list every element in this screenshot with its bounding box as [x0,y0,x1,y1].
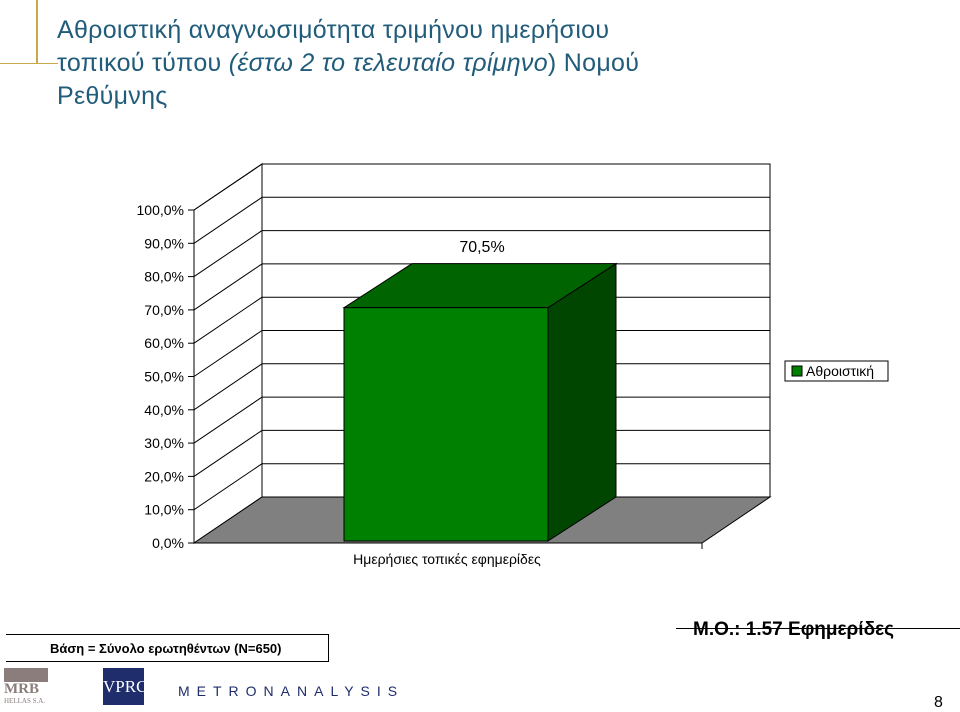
mrb-logo-subtext: HELLAS S.A. [4,697,46,705]
title-line-2b: (έστω 2 το τελευταίο τρίμηνο [228,49,548,77]
x-category-label: Ημερήσιες τοπικές εφημερίδες [353,551,541,567]
mrb-logo: MRB HELLAS S.A. [4,668,48,706]
mrb-logo-bar [4,668,48,682]
y-tick-label: 0,0% [152,535,184,551]
title-line-2a: τοπικού τύπου [57,49,229,77]
y-tick-label: 80,0% [144,269,184,285]
legend-swatch [791,365,803,377]
gridline-side [193,463,263,511]
y-tick-label: 100,0% [137,202,184,218]
title-line-1: Αθροιστική αναγνωσιμότητα τριμήνου ημερή… [57,16,610,44]
gridline-side [193,429,263,477]
y-tick-label: 30,0% [144,435,184,451]
slide-title: Αθροιστική αναγνωσιμότητα τριμήνου ημερή… [57,14,937,113]
bar-front [343,307,549,542]
mean-value: Μ.Ο.: 1.57 Εφημερίδες [693,619,894,640]
metron-analysis-logo: METRONANALYSIS [178,683,405,699]
y-tick-label: 40,0% [144,402,184,418]
mo-underline [676,628,960,629]
gridline-side [193,396,263,444]
page-number: 8 [934,694,943,711]
gridline-side [193,330,263,377]
gridline-side [193,196,263,244]
y-tick-label: 10,0% [144,502,184,518]
title-line-3: Ρεθύμνης [57,82,168,110]
gridline-side [193,296,263,344]
bar-side [547,262,617,542]
legend-label: Αθροιστική [806,363,874,379]
vprc-logo: VPRC [103,668,147,705]
y-tick-label: 20,0% [144,468,184,484]
bar-data-label: 70,5% [459,239,504,256]
decorative-vertical-line [36,0,38,64]
legend-box [784,360,889,382]
bar-chart: 0,0% 10,0% 20,0% 30,0% 40,0% 50,0% 60,0% 70,0% 8… [137,163,889,567]
gridline-side [193,163,263,211]
y-tick-label: 50,0% [144,369,184,385]
mrb-logo-text: MRB [4,681,39,697]
gridline-side [193,230,263,278]
y-tick-label: 90,0% [144,235,184,251]
footer-box [6,634,329,662]
y-tick-label: 60,0% [144,335,184,351]
decorative-horizontal-line [0,63,58,64]
y-tick-label: 70,0% [144,302,184,318]
base-note: Βάση = Σύνολο ερωτηθέντων (Ν=650) [50,641,282,656]
gridline-side [193,363,263,411]
title-line-2c: ) Νομού [547,49,640,77]
gridline-side [193,263,263,311]
